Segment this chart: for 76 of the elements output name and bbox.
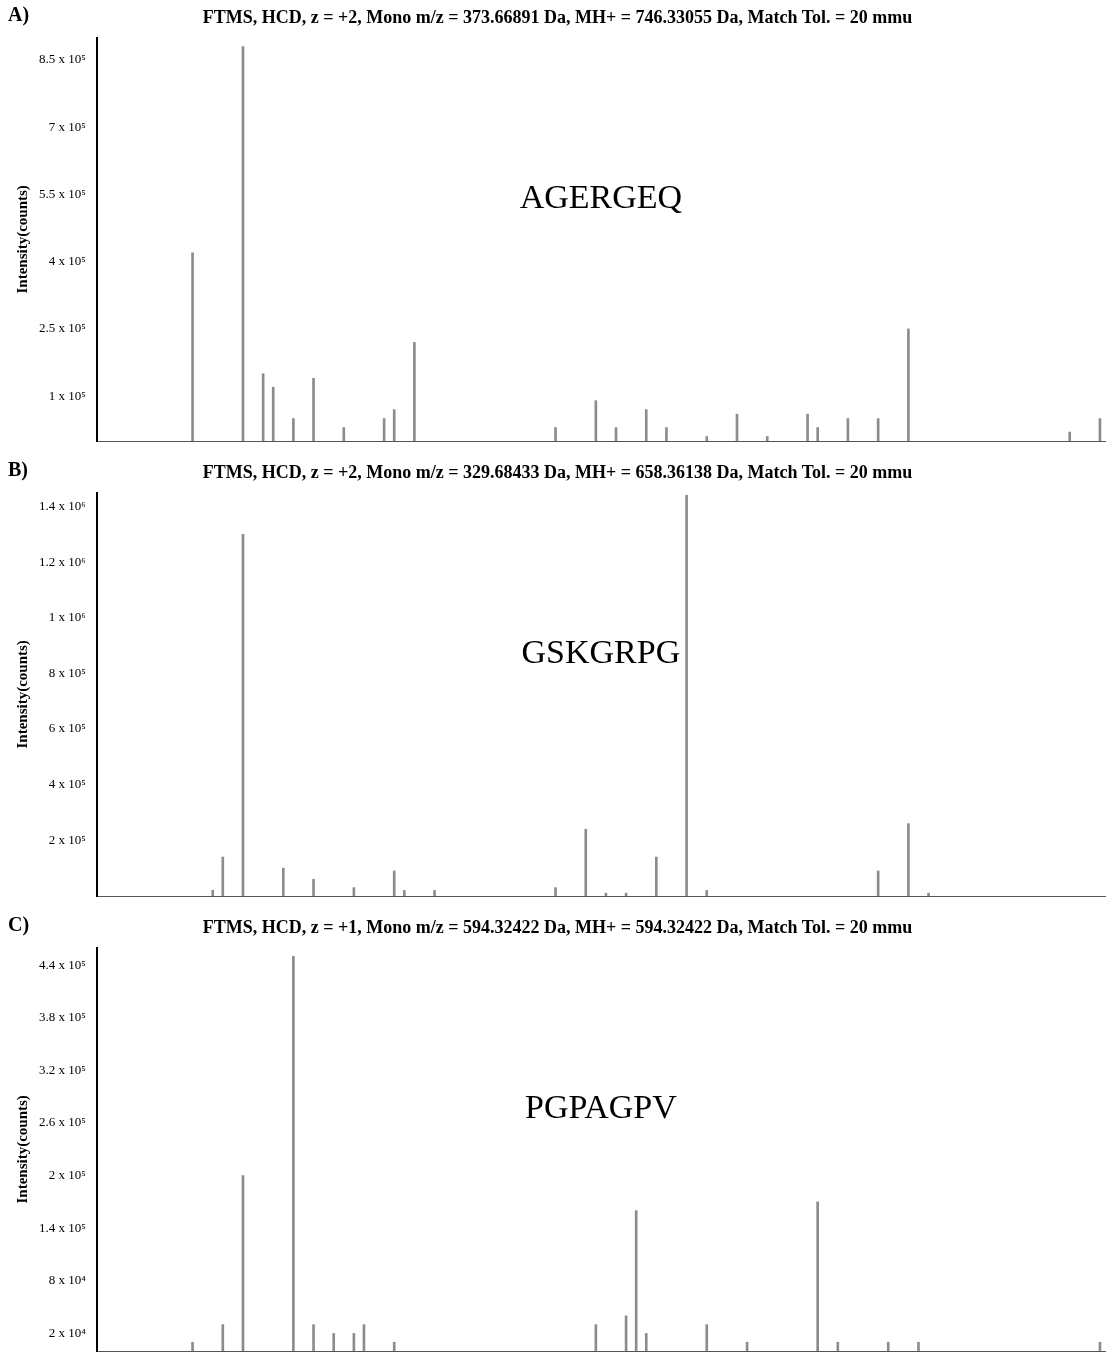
- y-tick-label: 1 x 10⁵: [48, 387, 86, 403]
- annotation: PGPAGPV: [524, 1087, 678, 1125]
- bar: [221, 856, 225, 896]
- annotation: AGERGEQ: [519, 177, 683, 215]
- bar: [907, 328, 910, 441]
- y-tick-label: 4 x 10⁵: [48, 253, 86, 269]
- bar: [584, 828, 588, 896]
- y-tick-label: 2 x 10⁵: [48, 831, 86, 847]
- bar: [917, 1341, 920, 1351]
- bar: [644, 1333, 648, 1351]
- annotation: GSKGRPG: [521, 632, 681, 670]
- y-tick-label: 2 x 10⁴: [48, 1324, 87, 1340]
- bar: [292, 418, 295, 441]
- y-tick-label: 8 x 10⁴: [48, 1272, 87, 1288]
- bar: [634, 1210, 638, 1351]
- y-tick-label: 2.5 x 10⁵: [38, 320, 86, 336]
- bar: [886, 1341, 890, 1351]
- bar: [705, 890, 709, 896]
- y-tick-label: 4.4 x 10⁵: [38, 956, 86, 972]
- bar: [221, 1324, 225, 1351]
- bar: [705, 1324, 709, 1351]
- bar: [191, 252, 194, 441]
- bar: [554, 887, 557, 896]
- bar: [644, 409, 648, 441]
- bar: [281, 867, 285, 896]
- bar: [685, 495, 688, 896]
- bar: [765, 436, 769, 441]
- bar: [191, 1341, 194, 1351]
- y-tick-label: 1.4 x 10⁶: [38, 497, 86, 513]
- bar: [806, 413, 809, 441]
- bar: [312, 1324, 315, 1351]
- bar: [816, 1201, 819, 1351]
- y-tick-label: 4 x 10⁵: [48, 776, 86, 792]
- bar: [292, 956, 295, 1351]
- bar: [665, 427, 668, 441]
- bar: [312, 878, 315, 896]
- bar: [312, 377, 315, 441]
- bar: [211, 890, 215, 896]
- chart-title: FTMS, HCD, z = +2, Mono m/z = 329.68433 Da, MH+ = 658.36138 Da, Match Tol. = 20 mmu: [202, 462, 913, 483]
- text: C): [8, 913, 30, 937]
- bar: [927, 892, 930, 896]
- y-tick-label: 7 x 10⁵: [48, 118, 86, 134]
- y-tick-label: 5.5 x 10⁵: [38, 185, 86, 201]
- y-tick-label: 2 x 10⁵: [48, 1167, 86, 1183]
- y-axis-title: Intensity(counts): [13, 640, 31, 749]
- y-axis-title: Intensity(counts): [13, 185, 31, 294]
- bar: [655, 856, 658, 896]
- y-tick-label: 8.5 x 10⁵: [38, 51, 86, 67]
- bar: [705, 436, 709, 441]
- y-tick-label: 6 x 10⁵: [48, 720, 86, 736]
- bar: [402, 890, 406, 896]
- y-tick-label: 2.6 x 10⁵: [38, 1114, 86, 1130]
- text: B): [8, 458, 28, 482]
- y-tick-label: 1 x 10⁶: [48, 609, 86, 625]
- bar: [907, 823, 910, 896]
- bar: [413, 342, 416, 441]
- bar: [554, 427, 557, 441]
- bar: [342, 427, 346, 441]
- bar: [332, 1333, 336, 1351]
- chart-title: FTMS, HCD, z = +2, Mono m/z = 373.66891 Da, MH+ = 746.33055 Da, Match Tol. = 20 mmu: [202, 7, 913, 28]
- bar: [433, 890, 436, 896]
- y-tick-label: 3.8 x 10⁵: [38, 1009, 86, 1025]
- y-axis-title: Intensity(counts): [13, 1095, 31, 1204]
- bar: [271, 386, 275, 441]
- bar: [816, 427, 819, 441]
- bar: [392, 1341, 396, 1351]
- bar: [392, 409, 396, 441]
- y-tick-label: 3.2 x 10⁵: [38, 1061, 86, 1077]
- bar: [836, 1341, 840, 1351]
- chart-title: FTMS, HCD, z = +1, Mono m/z = 594.32422 Da, MH+ = 594.32422 Da, Match Tol. = 20 mmu: [202, 917, 913, 938]
- text: A): [8, 3, 30, 27]
- y-tick-label: 1.4 x 10⁵: [38, 1219, 86, 1235]
- y-tick-label: 1.2 x 10⁶: [38, 553, 86, 569]
- bar: [392, 870, 396, 896]
- y-tick-label: 8 x 10⁵: [48, 664, 86, 680]
- bar: [1068, 431, 1072, 441]
